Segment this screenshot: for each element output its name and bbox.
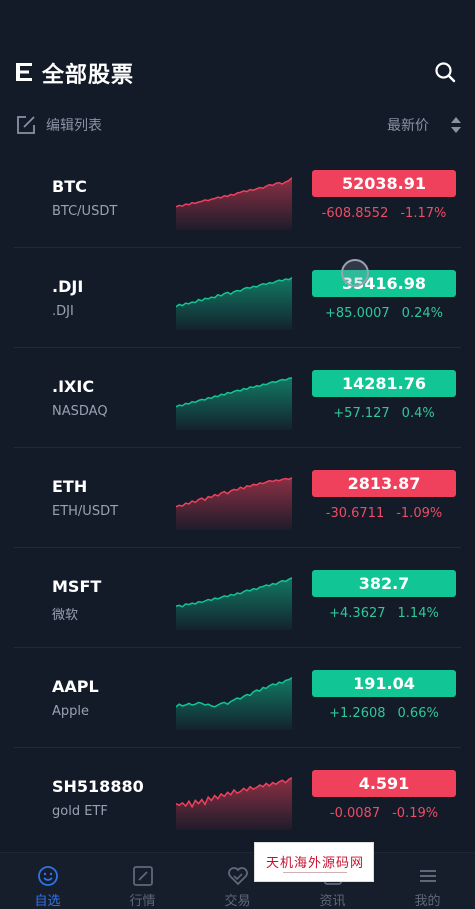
change-percent: 0.4% [401, 406, 435, 421]
price-change: +57.127 0.4% [312, 406, 456, 421]
stock-symbol: .DJI [52, 277, 84, 296]
sparkline-area [176, 477, 292, 530]
sparkline-area [176, 577, 292, 630]
change-amount: +57.127 [333, 406, 390, 421]
edit-icon[interactable] [16, 115, 36, 135]
price-change: +4.3627 1.14% [312, 606, 456, 621]
sparkline-area [176, 677, 292, 730]
sparkline-area [176, 777, 292, 830]
stock-row[interactable]: SH518880 gold ETF 4.591 -0.0087 -0.19% [14, 748, 461, 848]
price-change: +1.2608 0.66% [312, 706, 456, 721]
stock-symbol: SH518880 [52, 777, 144, 796]
nav-label: 我的 [414, 894, 441, 909]
page-title: 全部股票 [42, 63, 135, 88]
change-percent: 1.14% [397, 606, 439, 621]
change-percent: -1.09% [396, 506, 443, 521]
watermark-underline [283, 872, 347, 873]
sparkline-line [176, 477, 292, 508]
price-badge[interactable]: 4.591 [312, 770, 456, 797]
price-badge[interactable]: 191.04 [312, 670, 456, 697]
stock-row[interactable]: MSFT 微软 382.7 +4.3627 1.14% [14, 548, 461, 648]
change-percent: 0.66% [397, 706, 439, 721]
chart-icon [133, 866, 153, 886]
sort-arrows-icon[interactable] [449, 115, 463, 135]
stock-name: ETH/USDT [52, 504, 119, 519]
trend-sparkline [176, 577, 292, 630]
price-change: -30.6711 -1.09% [312, 506, 456, 521]
stock-row[interactable]: ETH ETH/USDT 2813.87 -30.6711 -1.09% [14, 448, 461, 548]
change-amount: +4.3627 [329, 606, 386, 621]
change-percent: 0.24% [401, 306, 443, 321]
sparkline-line [176, 177, 292, 208]
stock-symbol: MSFT [52, 577, 102, 596]
price-badge[interactable]: 14281.76 [312, 370, 456, 397]
nav-label: 交易 [224, 894, 251, 909]
nav-item-watchlist[interactable]: 自选 [0, 853, 95, 909]
edit-list-button[interactable]: 编辑列表 [46, 118, 102, 134]
trend-sparkline [176, 477, 292, 530]
trend-sparkline [176, 377, 292, 430]
stock-name: gold ETF [52, 804, 108, 819]
price-badge[interactable]: 382.7 [312, 570, 456, 597]
stock-name: NASDAQ [52, 404, 108, 419]
stock-symbol: .IXIC [52, 377, 95, 396]
bottom-nav: 自选 行情 交易 资讯 [0, 852, 475, 909]
change-amount: +85.0007 [325, 306, 390, 321]
price-badge[interactable]: 35416.98 [312, 270, 456, 297]
stock-name: BTC/USDT [52, 204, 118, 219]
nav-label: 行情 [129, 894, 156, 909]
sparkline-line [176, 577, 292, 608]
price-badge[interactable]: 52038.91 [312, 170, 456, 197]
smile-icon [38, 866, 58, 886]
trend-sparkline [176, 677, 292, 730]
stock-row[interactable]: .DJI .DJI 35416.98 +85.0007 0.24% [14, 248, 461, 348]
stock-row[interactable]: BTC BTC/USDT 52038.91 -608.8552 -1.17% [14, 148, 461, 248]
nav-item-trade[interactable]: 交易 [190, 853, 285, 909]
stock-row[interactable]: .IXIC NASDAQ 14281.76 +57.127 0.4% [14, 348, 461, 448]
search-icon[interactable] [433, 60, 457, 84]
stock-symbol: AAPL [52, 677, 99, 696]
stock-name: 微软 [52, 608, 79, 623]
change-amount: -608.8552 [321, 206, 389, 221]
sparkline-area [176, 177, 292, 230]
stock-name: Apple [52, 704, 90, 719]
price-badge[interactable]: 2813.87 [312, 470, 456, 497]
trend-sparkline [176, 777, 292, 830]
sparkline-area [176, 277, 292, 330]
change-amount: -0.0087 [329, 806, 381, 821]
stock-symbol: BTC [52, 177, 87, 196]
nav-item-market[interactable]: 行情 [95, 853, 190, 909]
change-percent: -1.17% [400, 206, 447, 221]
change-amount: -30.6711 [325, 506, 385, 521]
change-amount: +1.2608 [329, 706, 386, 721]
stock-list: BTC BTC/USDT 52038.91 -608.8552 -1.17% .DJI .D… [14, 148, 461, 848]
profile-icon [420, 870, 436, 882]
touch-indicator [341, 259, 369, 287]
stock-symbol: ETH [52, 477, 88, 496]
price-change: -608.8552 -1.17% [312, 206, 456, 221]
price-change: -0.0087 -0.19% [312, 806, 456, 821]
stock-row[interactable]: AAPL Apple 191.04 +1.2608 0.66% [14, 648, 461, 748]
sparkline-line [176, 377, 292, 408]
price-change: +85.0007 0.24% [312, 306, 456, 321]
trend-sparkline [176, 177, 292, 230]
menu-icon[interactable] [16, 62, 34, 82]
sparkline-line [176, 777, 292, 809]
trade-icon [228, 867, 248, 886]
watermark-text: 天机海外源码网 [265, 856, 364, 871]
sparkline-line [176, 277, 292, 308]
header: 全部股票 [0, 50, 475, 94]
sparkline-line [176, 677, 292, 708]
stock-name: .DJI [52, 304, 74, 319]
watermark-logo: 天机海外源码网 [254, 842, 374, 882]
nav-item-profile[interactable]: 我的 [380, 853, 475, 909]
sort-by-price-button[interactable]: 最新价 [387, 118, 429, 134]
toolbar: 编辑列表 最新价 [0, 110, 475, 140]
change-percent: -0.19% [392, 806, 439, 821]
trend-sparkline [176, 277, 292, 330]
nav-label: 资讯 [319, 894, 346, 909]
nav-label: 自选 [34, 894, 61, 909]
sparkline-area [176, 377, 292, 430]
